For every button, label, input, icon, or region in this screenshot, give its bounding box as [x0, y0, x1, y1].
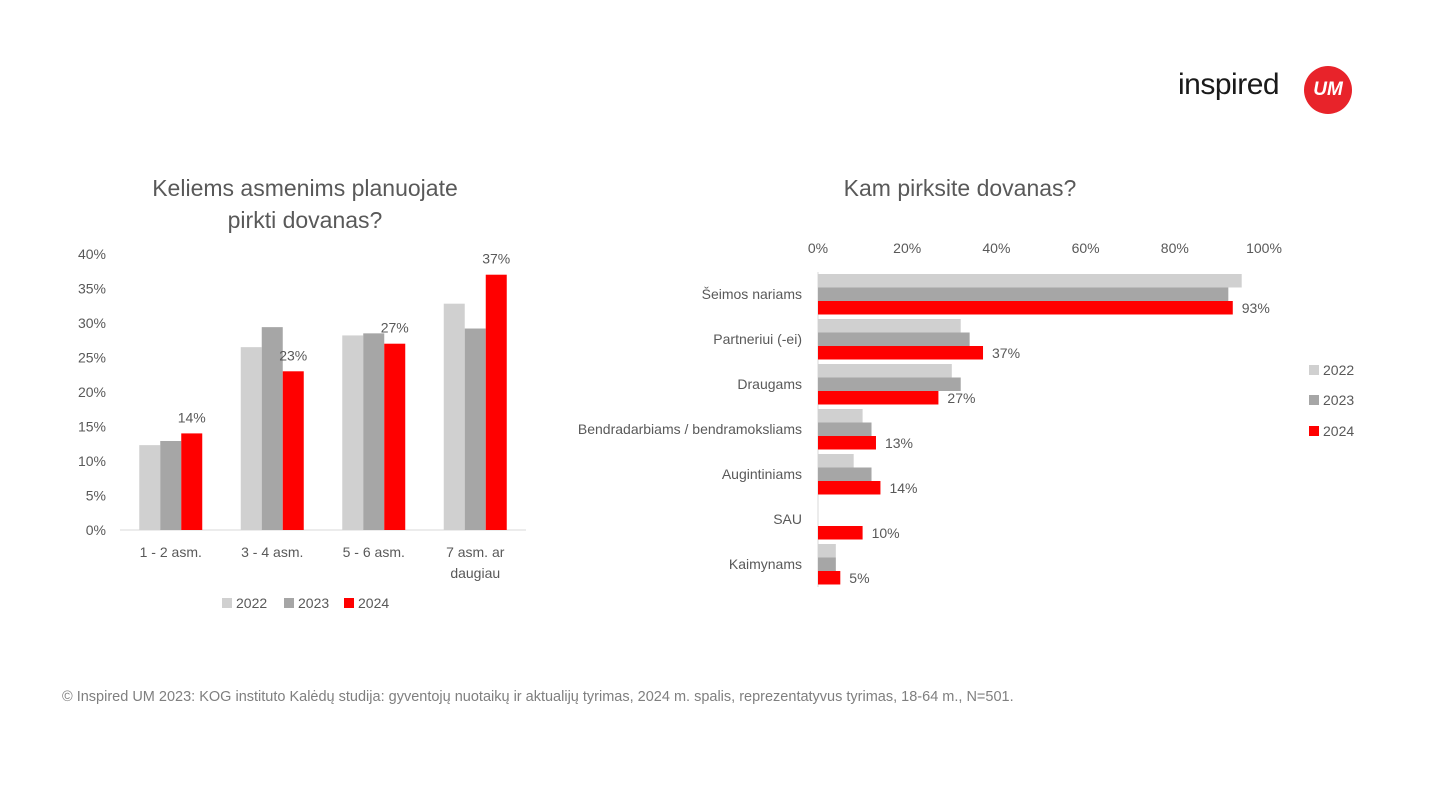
bar-2024: [818, 571, 841, 585]
y-tick-label: 5%: [86, 488, 106, 504]
logo-wordmark: inspired: [1178, 68, 1280, 101]
data-label: 27%: [947, 390, 975, 406]
legend-swatch-2024: [344, 598, 354, 608]
chart1-title-line1: Keliems asmenims planuojate: [152, 175, 458, 201]
x-tick-label: 5 - 6 asm.: [343, 544, 405, 560]
bar-2023: [160, 440, 182, 530]
x-tick-label: 3 - 4 asm.: [241, 544, 303, 560]
y-tick-label: 20%: [78, 384, 106, 400]
legend-label-2024: 2024: [1323, 423, 1354, 439]
bar-2022: [818, 274, 1242, 288]
bar-2022: [818, 409, 863, 423]
bar-2024: [818, 346, 984, 360]
x-tick-label: 40%: [982, 240, 1010, 256]
data-label: 10%: [872, 525, 900, 541]
bar-2024: [818, 436, 876, 450]
y-tick-label: Draugams: [737, 376, 802, 392]
legend-swatch-2024: [1309, 426, 1319, 436]
data-label: 37%: [482, 251, 510, 267]
data-label: 27%: [381, 320, 409, 336]
legend-label-2024: 2024: [358, 595, 389, 611]
x-tick-label: 1 - 2 asm.: [140, 544, 202, 560]
x-tick-label: 80%: [1161, 240, 1189, 256]
bar-2023: [818, 422, 872, 436]
data-label: 93%: [1242, 300, 1270, 316]
x-tick-label: daugiau: [450, 565, 500, 581]
legend-label-2022: 2022: [236, 595, 267, 611]
bar-2022: [443, 303, 465, 530]
bar-2023: [261, 327, 283, 530]
legend-label-2023: 2023: [1323, 392, 1354, 408]
bar-2022: [139, 445, 161, 530]
data-label: 37%: [992, 345, 1020, 361]
y-tick-label: 30%: [78, 315, 106, 331]
bar-2024: [384, 343, 406, 530]
y-tick-label: Augintiniams: [722, 466, 802, 482]
bar-2024: [485, 274, 507, 530]
y-tick-label: Partneriui (-ei): [713, 331, 802, 347]
bar-2024: [282, 371, 304, 530]
gift-recipients-bar-chart: 0% 20% 40% 60% 80% 100% 93% Šeimos nariams 37% Pa…: [578, 240, 1354, 587]
bar-2022: [818, 364, 952, 378]
bar-2022: [342, 335, 364, 530]
x-tick-label: 60%: [1072, 240, 1100, 256]
legend-label-2022: 2022: [1323, 362, 1354, 378]
bar-2023: [818, 467, 872, 481]
brand-logo: inspired UM: [1178, 64, 1358, 116]
bar-2024: [818, 481, 881, 495]
x-tick-label: 0%: [808, 240, 828, 256]
bar-2024: [818, 301, 1233, 315]
chart1-title-line2: pirkti dovanas?: [227, 207, 383, 233]
y-tick-label: 35%: [78, 281, 106, 297]
bar-2023: [464, 328, 486, 530]
y-tick-label: 40%: [78, 246, 106, 262]
legend-label-2023: 2023: [298, 595, 329, 611]
bar-2023: [818, 377, 961, 391]
bar-2024: [181, 433, 203, 530]
y-tick-label: Bendradarbiams / bendramoksliams: [578, 421, 802, 437]
data-label: 23%: [279, 347, 307, 363]
bar-2022: [818, 454, 854, 468]
source-footnote: © Inspired UM 2023: KOG instituto Kalėdų…: [62, 689, 1014, 705]
y-tick-label: SAU: [773, 511, 802, 527]
bar-2023: [818, 287, 1229, 301]
y-tick-label: Šeimos nariams: [702, 286, 802, 302]
chart1-title: Keliems asmenims planuojate pirkti dovan…: [110, 172, 500, 236]
bar-2022: [240, 347, 262, 530]
bar-2022: [818, 544, 836, 558]
data-label: 14%: [889, 480, 917, 496]
bar-2023: [818, 332, 970, 346]
bar-2022: [818, 319, 961, 333]
legend-swatch-2023: [284, 598, 294, 608]
y-tick-label: Kaimynams: [729, 556, 802, 572]
y-tick-label: 0%: [86, 522, 106, 538]
logo-badge: UM: [1304, 66, 1352, 114]
x-tick-label: 20%: [893, 240, 921, 256]
legend-swatch-2023: [1309, 395, 1319, 405]
legend-swatch-2022: [1309, 365, 1319, 375]
chart2-title: Kam pirksite dovanas?: [843, 175, 1077, 201]
bar-2023: [818, 557, 836, 571]
data-label: 14%: [178, 409, 206, 425]
group-size-bar-chart: 0% 5% 10% 15% 20% 25% 30% 35% 40% 14% 1 - 2 asm. 23…: [78, 246, 526, 611]
data-label: 5%: [849, 570, 869, 586]
y-tick-label: 10%: [78, 453, 106, 469]
x-tick-label: 7 asm. ar: [446, 544, 505, 560]
y-tick-label: 15%: [78, 419, 106, 435]
bar-2024: [818, 391, 939, 405]
bar-2023: [363, 333, 385, 530]
data-label: 13%: [885, 435, 913, 451]
x-tick-label: 100%: [1246, 240, 1282, 256]
y-tick-label: 25%: [78, 350, 106, 366]
legend-swatch-2022: [222, 598, 232, 608]
bar-2024: [818, 526, 863, 540]
